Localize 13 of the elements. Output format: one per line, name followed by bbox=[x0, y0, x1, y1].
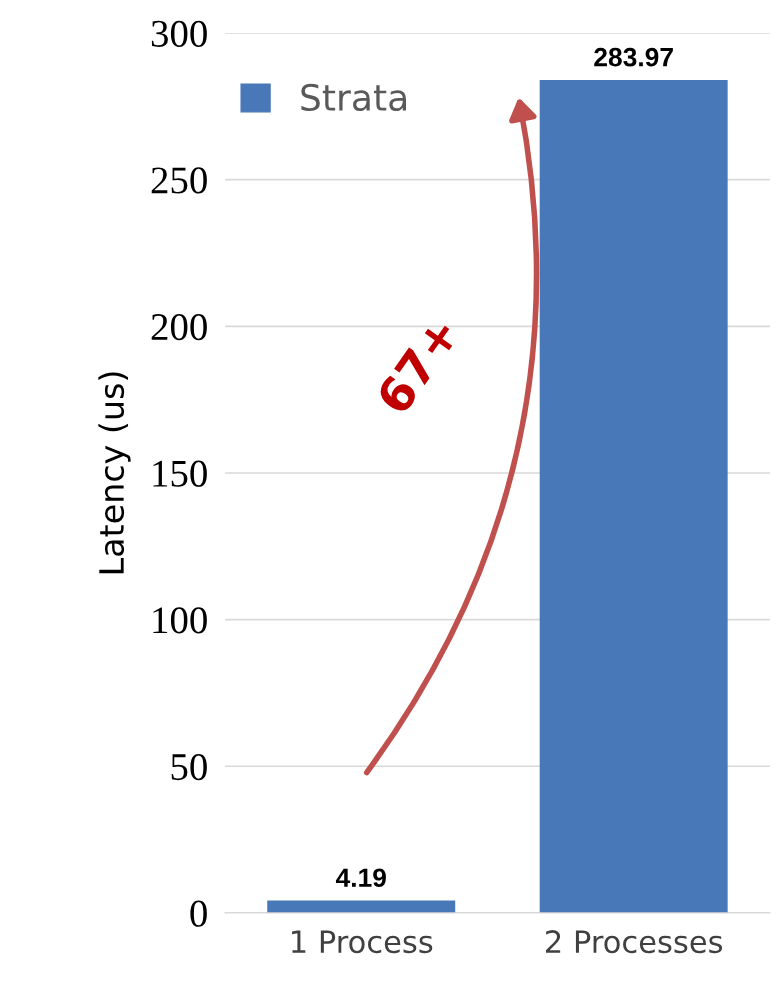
y-tick-label: 250 bbox=[151, 167, 207, 194]
y-tick-label: 300 bbox=[151, 20, 207, 47]
data-label: 4.19 bbox=[335, 868, 386, 888]
y-tick-label: 0 bbox=[190, 900, 207, 927]
legend-label: Strata bbox=[301, 83, 407, 112]
x-tick-label: 1 Process bbox=[292, 930, 433, 954]
data-label: 283.97 bbox=[594, 47, 673, 67]
y-tick-label: 150 bbox=[153, 460, 207, 487]
y-tick-label: 200 bbox=[151, 313, 207, 341]
y-tick-label: 100 bbox=[153, 607, 207, 634]
x-tick-label: 2 Processes bbox=[546, 930, 723, 954]
y-axis-title: Latency (us) bbox=[98, 372, 131, 574]
y-tick-label: 50 bbox=[171, 753, 207, 781]
